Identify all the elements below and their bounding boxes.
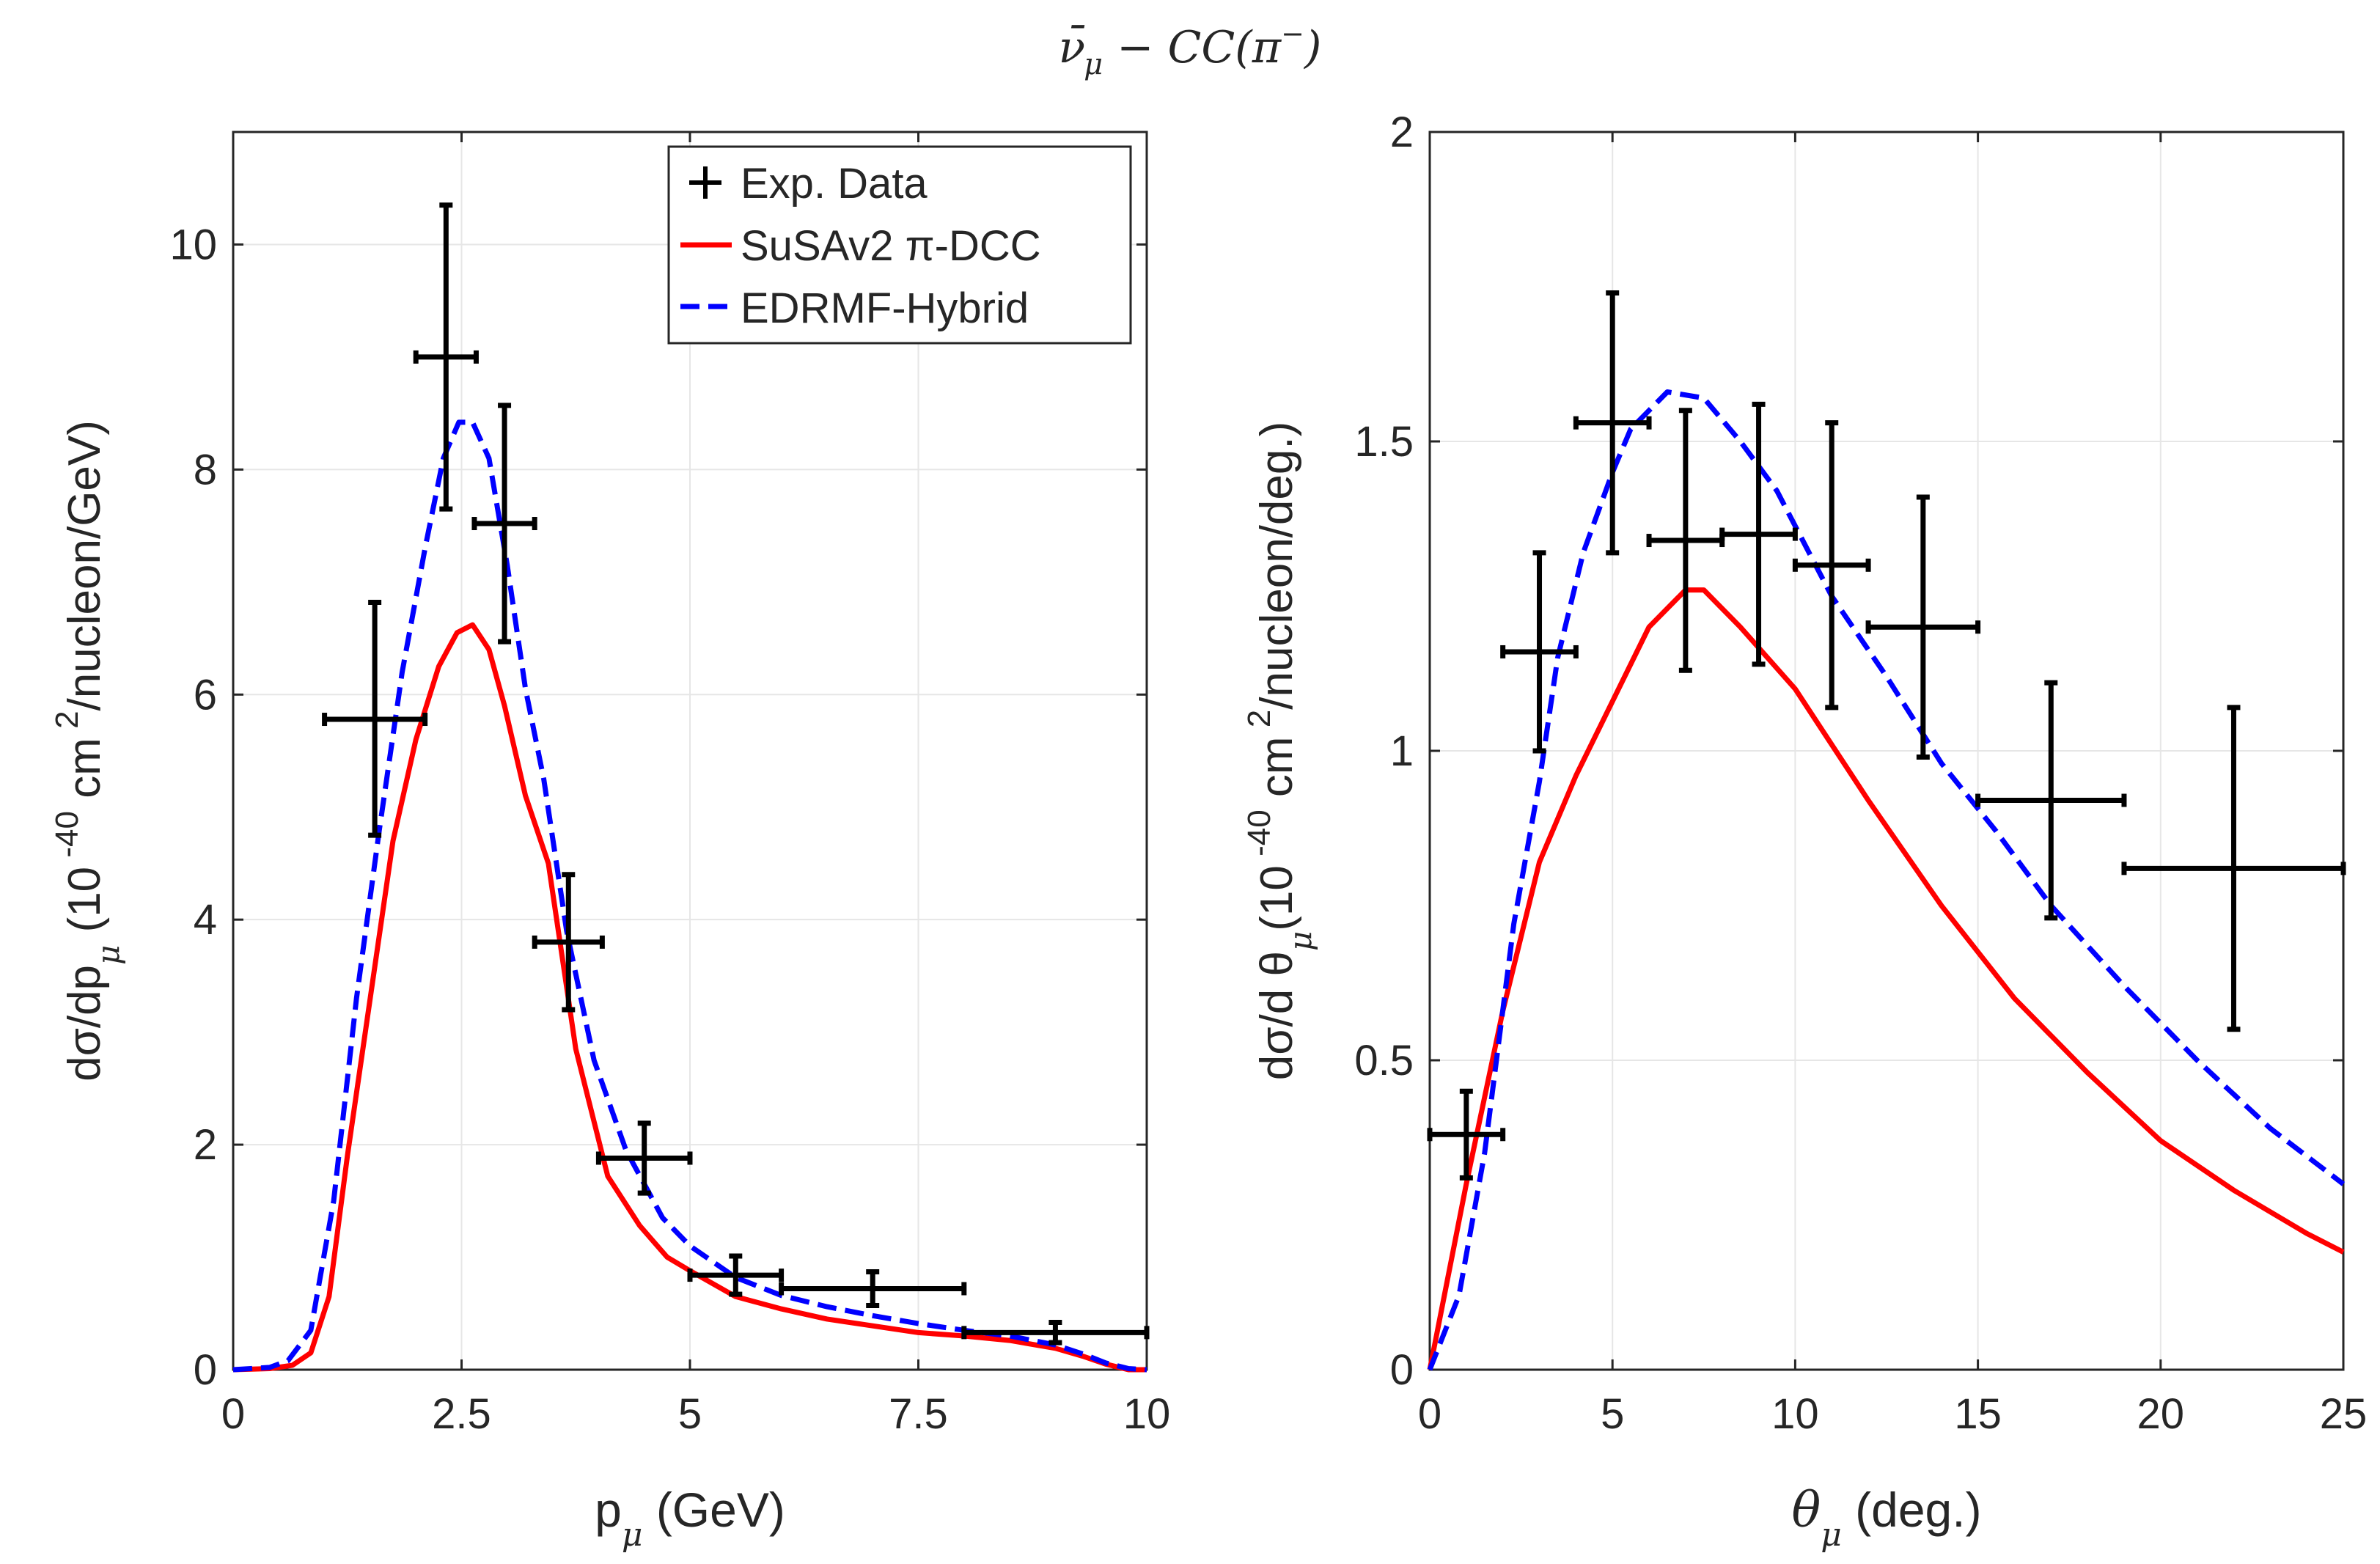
left-data-point <box>595 1120 693 1196</box>
left-errorbars <box>322 202 1150 1345</box>
title-close: ) <box>1303 22 1321 73</box>
left-x-tick-label: 10 <box>1123 1390 1171 1438</box>
legend-entry-edrmf: EDRMF-Hybrid <box>680 284 1029 332</box>
right-y-tick-label: 0 <box>1390 1346 1414 1394</box>
right-data-point <box>1427 1088 1506 1181</box>
left-ticks: 0 2.5 5 7.5 10 0 2 4 6 8 10 <box>169 132 1170 1438</box>
legend-entry-susav2: SuSAv2 π-DCC <box>680 222 1041 270</box>
left-data-point <box>413 202 479 512</box>
right-data-point <box>1573 290 1652 556</box>
right-y-tick-label: 2 <box>1390 109 1414 156</box>
right-data-point <box>1865 494 1981 760</box>
right-y-tick-label: 1.5 <box>1354 418 1414 466</box>
left-y-tick-label: 8 <box>194 446 217 493</box>
right-x-label: θμ (deg.) <box>1791 1482 1981 1554</box>
figure-title: ν¯μ − CC(π−) <box>1059 18 1322 81</box>
left-series-susav2 <box>232 622 1147 1373</box>
right-errorbars <box>1427 290 2346 1181</box>
left-x-tick-label: 5 <box>678 1390 702 1438</box>
panel-right-angle: 0 5 10 15 20 25 0 0.5 1 1.5 2 θμ (deg.) dσ/d θμ(10… <box>1241 109 2367 1554</box>
left-x-label: pμ (GeV) <box>595 1483 785 1554</box>
left-data-point <box>687 1253 785 1297</box>
right-x-tick-label: 20 <box>2137 1390 2185 1438</box>
left-x-tick-label: 0 <box>221 1390 245 1438</box>
panel-left-momentum: 0 2.5 5 7.5 10 0 2 4 6 8 10 pμ (GeV) dσ/dpμ (10 -4… <box>49 131 1170 1554</box>
left-x-tick-label: 2.5 <box>432 1390 491 1438</box>
right-curves <box>1427 389 2346 1371</box>
left-data-point <box>532 872 605 1013</box>
right-y-tick-label: 0.5 <box>1354 1037 1414 1084</box>
left-data-point <box>471 403 537 645</box>
right-ticks: 0 5 10 15 20 25 0 0.5 1 1.5 2 <box>1354 109 2367 1438</box>
right-x-tick-label: 25 <box>2320 1390 2368 1438</box>
title-nu: ν <box>1059 22 1085 73</box>
right-series-edrmf-hybrid <box>1427 389 2346 1371</box>
legend-box <box>667 145 1132 345</box>
left-data-point <box>779 1269 967 1309</box>
left-y-tick-label: 4 <box>194 896 217 944</box>
title-bar: ¯ <box>1063 18 1085 69</box>
right-x-tick-label: 15 <box>1954 1390 2002 1438</box>
right-data-point <box>1500 550 1579 754</box>
right-data-point <box>1975 680 2127 921</box>
left-y-tick-label: 10 <box>169 221 217 268</box>
left-data-point <box>961 1320 1150 1345</box>
title-rest: − CC(π <box>1103 22 1282 73</box>
right-y-tick-label: 1 <box>1390 727 1414 775</box>
legend: Exp. Data SuSAv2 π-DCC EDRMF-Hybrid <box>667 145 1132 345</box>
legend-label-edrmf: EDRMF-Hybrid <box>741 284 1029 332</box>
legend-label-exp-data: Exp. Data <box>741 160 928 208</box>
right-data-point <box>2121 705 2346 1032</box>
right-series-susav2 <box>1427 587 2345 1370</box>
legend-label-susav2: SuSAv2 π-DCC <box>741 222 1041 270</box>
right-data-point <box>1792 420 1871 711</box>
left-y-tick-label: 2 <box>194 1121 217 1169</box>
left-data-point <box>322 599 428 838</box>
right-x-tick-label: 0 <box>1418 1390 1441 1438</box>
right-data-point <box>1719 401 1798 667</box>
title-sup: − <box>1281 18 1304 50</box>
left-y-label: dσ/dpμ (10 -40 cm 2/nucleon/GeV) <box>49 420 126 1082</box>
right-x-tick-label: 10 <box>1771 1390 1819 1438</box>
right-y-label: dσ/d θμ(10 -40 cm 2/nucleon/deg.) <box>1241 422 1318 1080</box>
left-x-tick-label: 7.5 <box>889 1390 948 1438</box>
left-y-tick-label: 6 <box>194 671 217 719</box>
right-grid <box>1429 131 2344 1370</box>
legend-entry-exp-data: Exp. Data <box>689 160 928 208</box>
left-y-tick-label: 0 <box>194 1346 217 1394</box>
title-sub: μ <box>1084 48 1103 81</box>
right-data-point <box>1646 408 1725 673</box>
right-x-tick-label: 5 <box>1601 1390 1624 1438</box>
